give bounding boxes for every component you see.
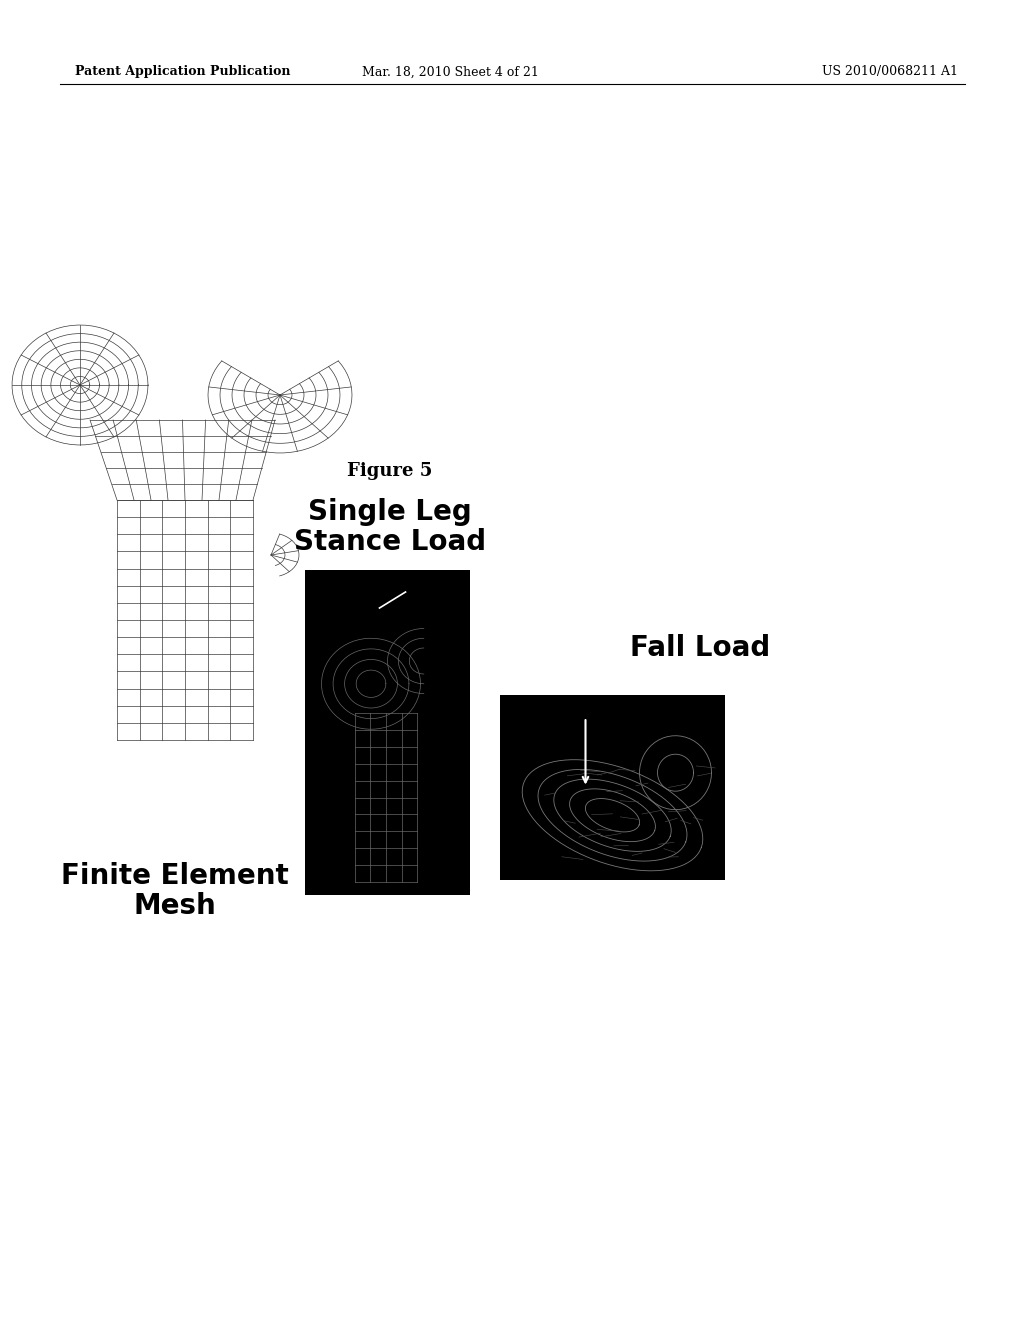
Bar [500, 696, 725, 880]
Text: Finite Element
Mesh: Finite Element Mesh [61, 862, 289, 920]
Text: Figure 5: Figure 5 [347, 462, 433, 480]
Bar [305, 570, 470, 895]
Text: Patent Application Publication: Patent Application Publication [75, 66, 291, 78]
Text: US 2010/0068211 A1: US 2010/0068211 A1 [822, 66, 958, 78]
Text: Mar. 18, 2010 Sheet 4 of 21: Mar. 18, 2010 Sheet 4 of 21 [361, 66, 539, 78]
Text: Fall Load: Fall Load [630, 634, 770, 663]
Text: Single Leg
Stance Load: Single Leg Stance Load [294, 498, 486, 556]
